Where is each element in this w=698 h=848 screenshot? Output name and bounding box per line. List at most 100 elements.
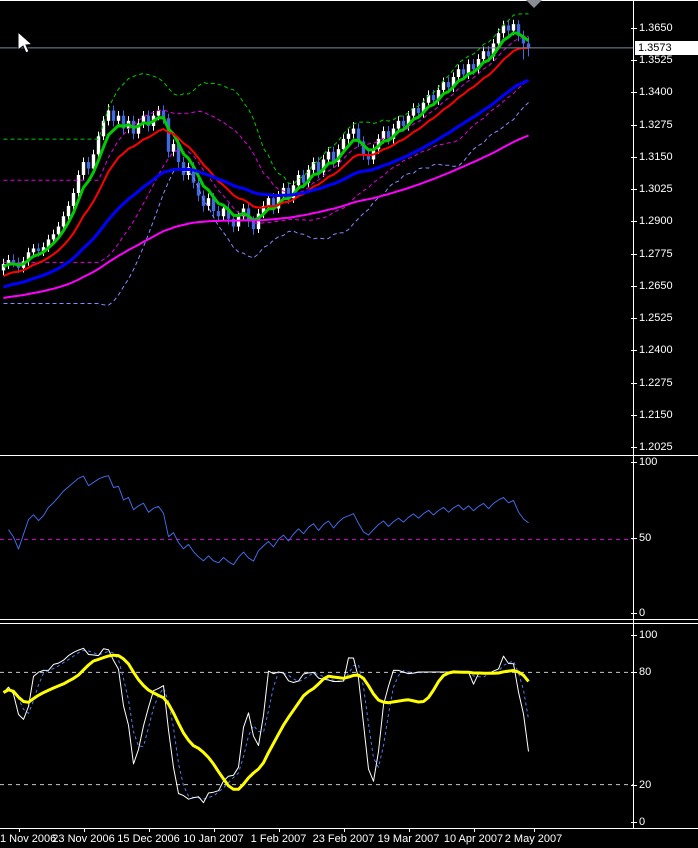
time-tick-mark [343,829,345,832]
candle-body [111,110,116,121]
candle-body [361,141,366,155]
candle-body [81,162,86,175]
candle-body [526,43,531,48]
time-tick-mark [18,829,20,832]
candle-body [196,182,201,196]
candle-body [326,151,331,160]
time-tick-label: 23 Nov 2006 [52,833,115,845]
time-tick-mark [278,829,280,832]
price-tick-label: 1.3400 [639,86,673,99]
time-tick-mark [473,829,475,832]
candle-body [271,198,276,209]
time-tick-label: 23 Feb 2007 [312,833,375,845]
stochastic-tick-mark [631,635,637,636]
time-axis[interactable]: 1 Nov 2006 23 Nov 2006 15 Dec 2006 10 Jan 2… [0,829,698,848]
candle-body [6,260,11,264]
ma-slow-line [3,79,530,289]
stochastic-d-line [3,649,529,800]
candle-body [516,24,521,36]
candle-body [261,205,266,214]
candle-body [311,162,316,170]
rsi-tick-label: 100 [639,456,658,468]
time-tick-label: 10 Apr 2007 [443,833,504,845]
price-tick-mark [631,221,637,223]
time-tick-label: 1 Nov 2006 [0,833,57,845]
rsi-indicator-panel[interactable] [0,456,698,619]
price-tick-mark [631,156,637,158]
time-tick-label: 19 Mar 2007 [377,833,440,845]
bollinger-outer-lower [3,102,529,306]
candle-body [56,226,61,235]
panel-separator[interactable] [0,0,698,1]
rsi-tick-mark [631,538,637,539]
price-chart-panel[interactable] [0,0,698,451]
time-tick-mark [148,829,150,832]
candle-body [26,252,31,262]
candle-body [456,69,461,77]
price-tick-label: 1.2775 [639,247,673,260]
price-tick-mark [631,285,637,287]
price-axis-border [633,0,634,829]
candle-body [321,159,326,173]
price-tick-mark [631,446,637,448]
candle-body [216,211,221,217]
candle-body [286,187,291,199]
stochastic-tick-mark [631,785,637,786]
bollinger-inner-upper [3,35,529,197]
time-tick-label: 2 May 2007 [504,833,563,845]
price-tick-mark [631,60,637,62]
stochastic-signal-line [2,653,530,791]
candle-body [156,110,161,116]
price-tick-label: 1.2025 [639,440,673,453]
panel-separator[interactable] [0,623,698,624]
stochastic-tick-label: 0 [639,816,646,828]
candle-body [436,89,441,101]
candle-body [41,247,46,252]
price-tick-label: 1.3150 [639,150,673,163]
candle-body [166,118,171,152]
panel-separator[interactable] [0,619,698,620]
ma-medium-line [3,47,529,278]
candle-body [331,151,336,163]
candle-body [46,239,51,248]
rsi-tick-label: 0 [639,607,646,619]
price-tick-label: 1.3525 [639,54,673,67]
bollinger-inner-lower [3,79,529,263]
stochastic-tick-label: 100 [639,629,658,641]
price-tick-mark [631,189,637,191]
candles-series [1,19,531,276]
candle-body [66,205,71,217]
bollinger-outer-upper [3,13,529,185]
candle-body [116,115,121,121]
rsi-tick-mark [631,462,637,463]
candle-body [356,128,361,142]
candle-body [301,174,306,183]
candle-body [296,174,301,186]
candle-body [36,248,41,252]
price-tick-label: 1.2400 [639,344,673,357]
candle-body [466,64,471,75]
candle-body [276,195,281,209]
price-tick-mark [631,318,637,320]
candle-body [416,107,421,114]
price-tick-label: 1.3025 [639,183,673,196]
candle-body [161,110,166,119]
candle-body [316,162,321,173]
stochastic-indicator-panel[interactable] [0,624,698,828]
candle-body [366,154,371,160]
price-tick-mark [631,92,637,94]
candle-body [1,263,6,271]
chart-shift-triangle-icon[interactable] [525,0,543,9]
candle-body [211,198,216,212]
candle-body [381,131,386,139]
stochastic-tick-label: 80 [639,666,652,678]
price-tick-mark [631,414,637,416]
time-tick-mark [83,829,85,832]
panel-separator[interactable] [0,455,698,456]
candle-body [136,123,141,134]
stochastic-tick-label: 20 [639,779,652,791]
candle-body [396,120,401,129]
price-tick-label: 1.2650 [639,279,673,292]
candle-body [431,95,436,101]
